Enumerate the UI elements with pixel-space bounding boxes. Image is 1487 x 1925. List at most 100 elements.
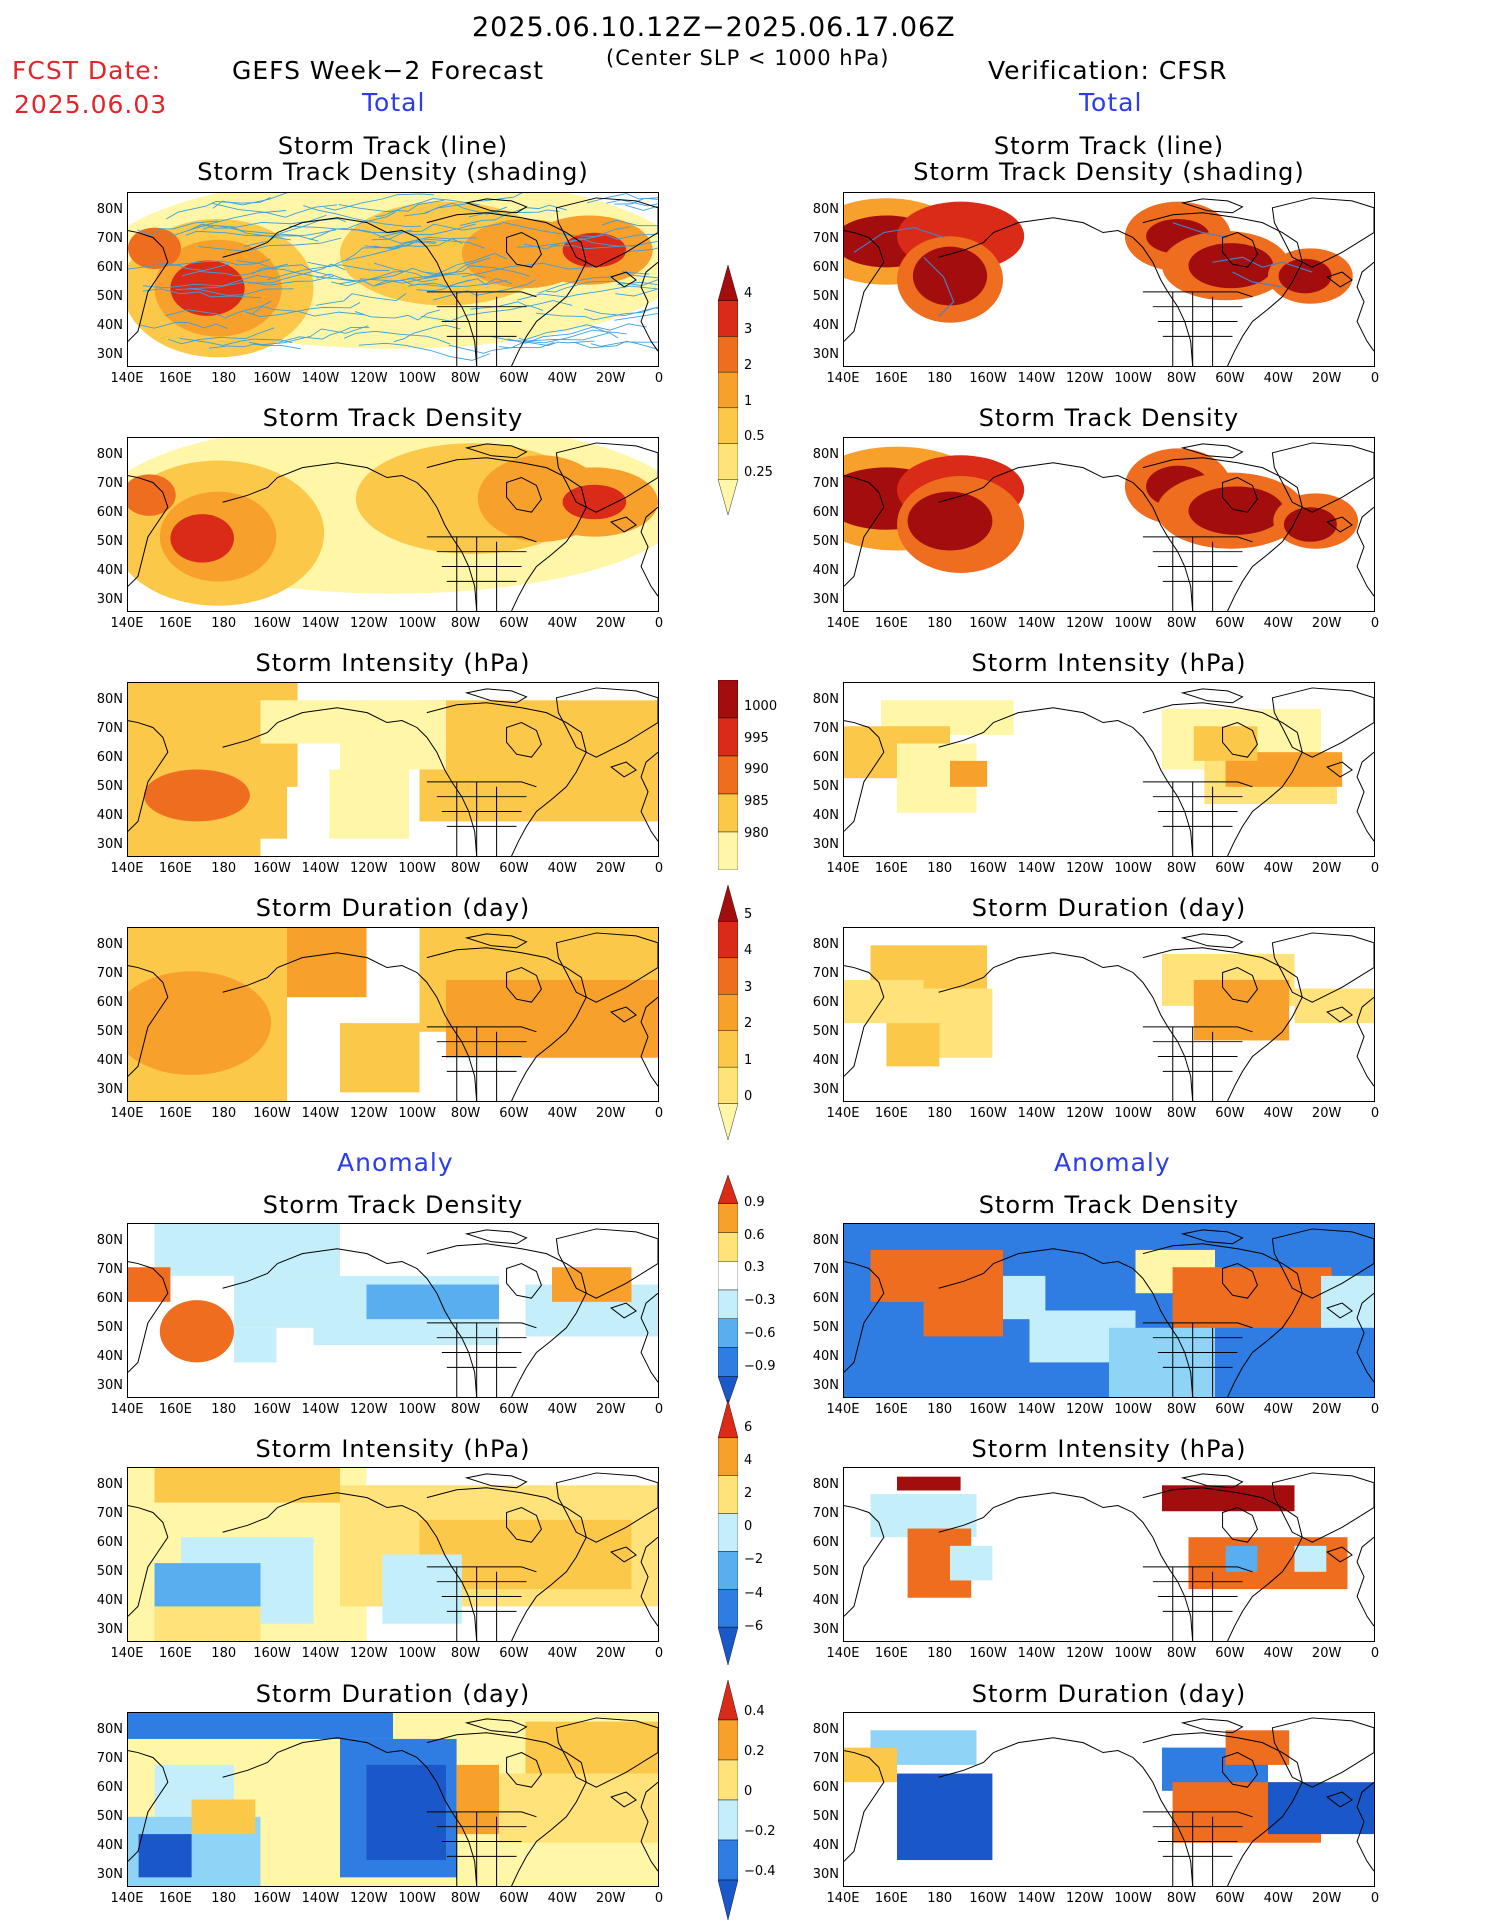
coastline [222,1752,278,1778]
lon-tick-label: 120W [349,1891,388,1906]
lat-tick-label: 80N [96,447,123,462]
coastline [464,1718,528,1734]
lon-tick-label: 160W [253,1891,291,1906]
coastline [610,1006,637,1023]
intensity-map-forecast [127,682,659,857]
panel-title-duration-left: Storm Duration (day) [255,894,531,922]
lon-tick-label: 120W [349,1402,388,1417]
colorbar-tick-label: −0.4 [744,1864,776,1879]
map-field [128,1224,658,1397]
colorbar-intensity-total [717,679,739,871]
lon-tick-label: 120W [1065,1646,1104,1661]
coastline [436,536,527,611]
lon-tick-label: 20W [595,1646,626,1661]
lat-tick-label: 80N [812,692,839,707]
lat-tick-label: 30N [96,1622,123,1637]
lat-tick-label: 70N [812,1262,839,1277]
colorbar-swatch [717,1066,739,1104]
storm-track [421,304,544,322]
map-field [128,683,658,856]
total-label-left: Total [362,88,426,117]
duration-anom-map-forecast [127,1712,659,1887]
lon-tick-label: 160E [158,371,192,386]
storm-track [252,267,357,282]
coastline [1180,443,1244,459]
coastline [1326,761,1353,778]
shading-cell [382,1554,462,1624]
lat-tick-label: 60N [812,1535,839,1550]
lon-tick-label: 180 [211,1402,237,1417]
lon-tick-label: 140W [1017,1646,1056,1661]
lat-tick-label: 70N [812,1751,839,1766]
shading-cell [340,1023,420,1093]
lon-tick-label: 160E [874,1402,908,1417]
coastline [277,1737,478,1886]
colorbar-swatch [717,1759,739,1801]
coastline [511,487,587,611]
lat-tick-label: 50N [812,534,839,549]
coastline [1142,1487,1298,1518]
coastline [436,1322,527,1397]
lat-tick-label: 30N [812,1867,839,1882]
coastline [1152,536,1243,611]
fcst-date-value: 2025.06.03 [14,90,168,119]
lon-tick-label: 20W [1311,616,1342,631]
lat-tick-label: 80N [812,1477,839,1492]
coastline [1152,1322,1243,1397]
shading-cell [844,1747,897,1783]
coastline [464,443,528,459]
colorbar-tick-label: 0 [744,1784,753,1799]
panel-title-duration-anom-left: Storm Duration (day) [255,1680,531,1708]
lon-tick-label: 140E [110,1106,144,1121]
coastline [1326,271,1353,288]
lon-tick-label: 140E [110,616,144,631]
coastline [610,516,637,533]
coastline [511,977,587,1101]
coastline [511,1762,587,1886]
border-line [426,291,537,298]
lon-tick-label: 160E [158,1106,192,1121]
colorbar-swatch [717,884,739,922]
lon-tick-label: 100W [1114,1891,1152,1906]
lon-tick-label: 80W [450,861,481,876]
coastline [844,720,885,832]
colorbar-swatch [717,1347,739,1377]
coastline [1142,457,1298,488]
storm-track [586,193,658,204]
lat-tick-label: 60N [96,505,123,520]
duration-map-forecast [127,927,659,1102]
lon-tick-label: 160E [158,861,192,876]
lon-tick-label: 40W [1263,1646,1293,1661]
storm-track [355,309,440,321]
coastline [1142,702,1298,733]
shading-blob [170,514,234,563]
lon-tick-label: 160E [874,1106,908,1121]
colorbar-swatch [717,1437,739,1476]
colorbar-tick-label: 4 [744,1453,753,1468]
storm-track [358,342,490,361]
coastline [993,1737,1194,1886]
colorbar-intensity-anom [717,1399,739,1666]
lon-tick-label: 40W [1263,616,1293,631]
lon-tick-label: 60W [1215,861,1245,876]
lon-tick-label: 0 [1370,1646,1380,1661]
storm-track [624,247,658,253]
lat-tick-label: 80N [96,1477,123,1492]
lat-tick-label: 40N [96,1349,123,1364]
coastline [1222,967,1259,1003]
shading-cell [897,1773,993,1861]
coastline [555,1228,658,1299]
storm-track [165,301,271,319]
storm-track-lines [128,193,658,361]
lat-tick-label: 50N [96,779,123,794]
lon-tick-label: 140W [301,616,340,631]
lon-tick-label: 20W [1311,1402,1342,1417]
map-field [844,197,1374,366]
coastline [506,477,543,513]
lat-tick-label: 50N [96,1809,123,1824]
lon-tick-label: 80W [450,371,481,386]
lat-tick-label: 40N [96,1053,123,1068]
border-line [426,1566,537,1573]
lon-tick-label: 140W [301,371,340,386]
storm-track [373,257,491,279]
